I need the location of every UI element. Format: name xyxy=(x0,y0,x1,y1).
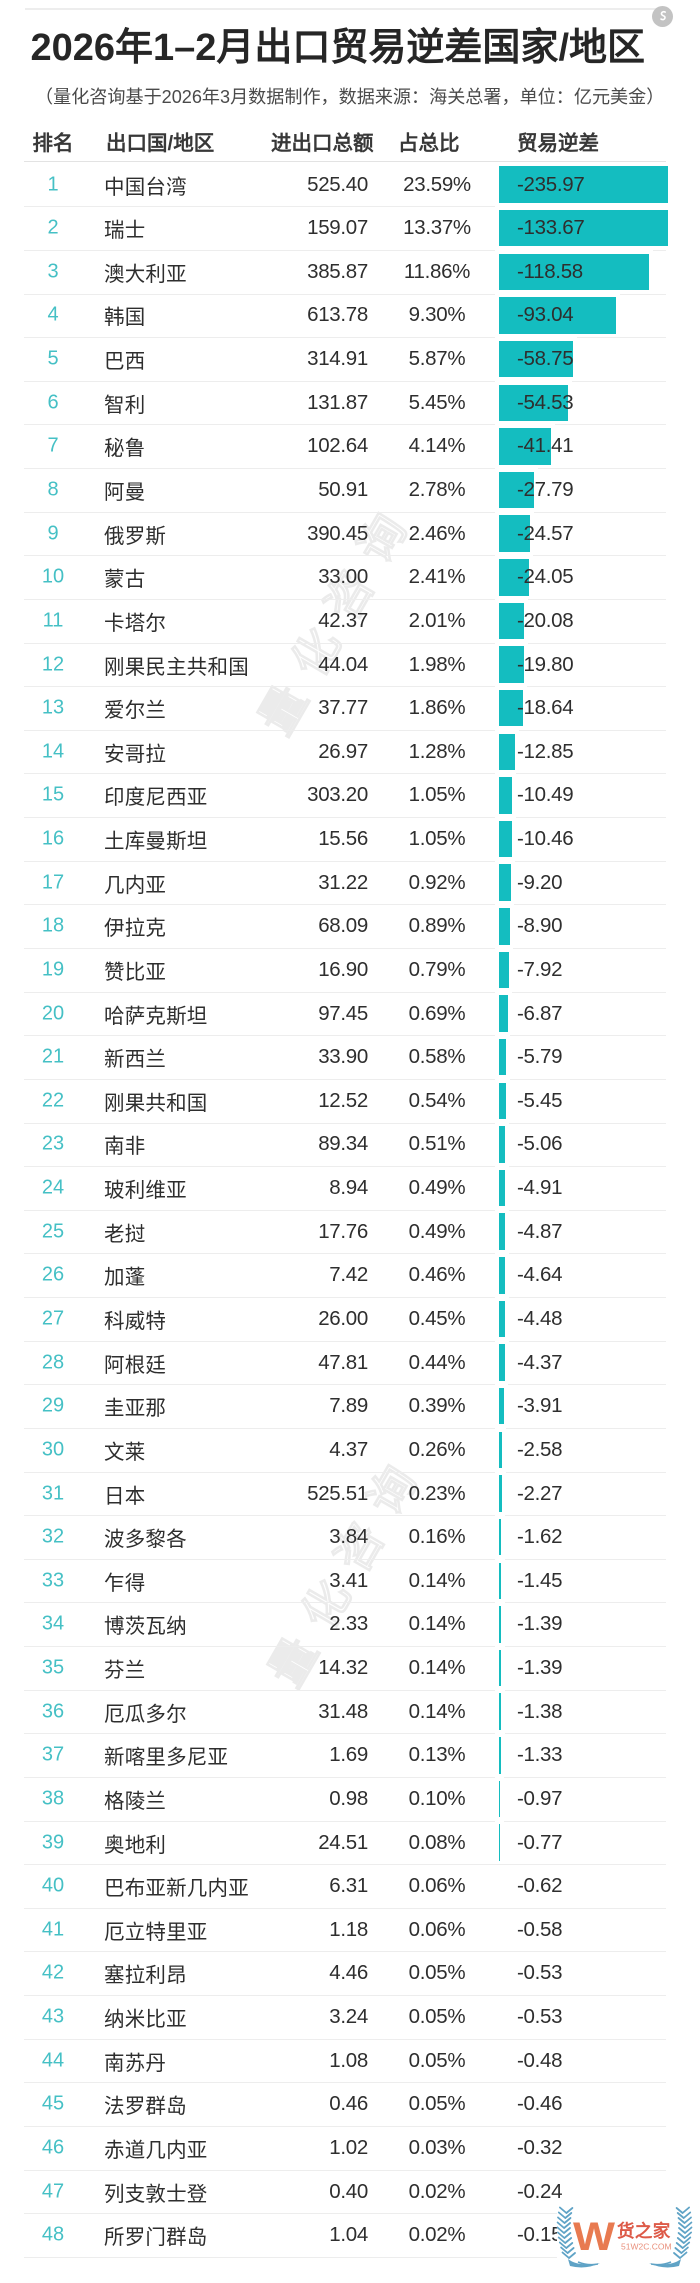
svg-text:货之家: 货之家 xyxy=(617,2221,671,2241)
svg-text:W: W xyxy=(573,2215,615,2259)
svg-text:51W2C.COM: 51W2C.COM xyxy=(621,2242,672,2252)
